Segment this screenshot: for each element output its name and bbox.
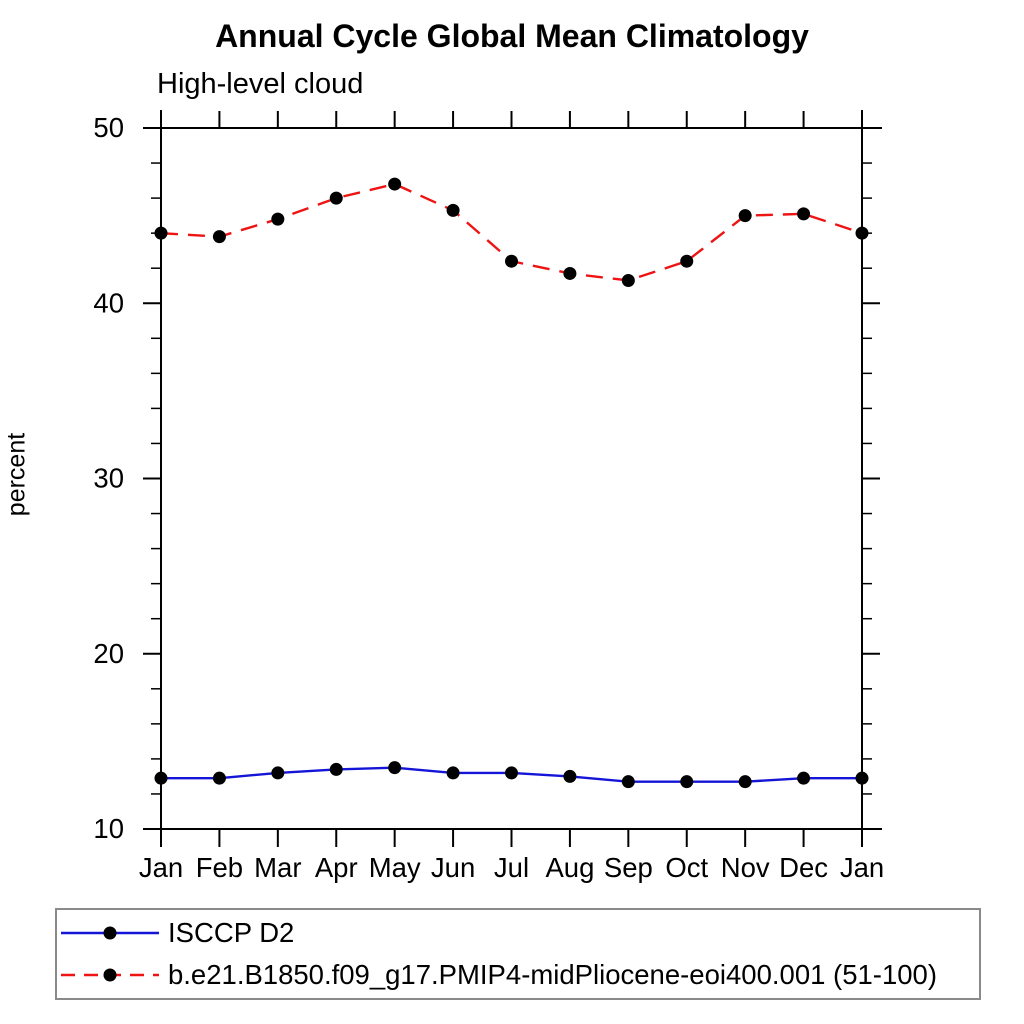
data-point — [797, 771, 811, 785]
legend-label-model: b.e21.B1850.f09_g17.PMIP4-midPliocene-eo… — [168, 959, 937, 990]
data-point — [446, 203, 460, 217]
data-point — [329, 762, 343, 776]
y-tick-label: 10 — [93, 813, 124, 844]
data-point — [388, 761, 402, 775]
x-tick-label: May — [369, 852, 421, 883]
data-point — [154, 771, 168, 785]
x-tick-label: Jan — [840, 852, 884, 883]
legend-box: ISCCP D2 b.e21.B1850.f09_g17.PMIP4-midPl… — [55, 908, 981, 1000]
data-point — [154, 226, 168, 240]
x-tick-label: Sep — [604, 852, 653, 883]
data-point — [212, 230, 226, 244]
series-1 — [154, 177, 869, 287]
chart-title: Annual Cycle Global Mean Climatology — [215, 18, 809, 54]
data-point — [855, 771, 869, 785]
legend-sample-line-solid — [61, 926, 159, 940]
y-tick-label: 40 — [93, 287, 124, 318]
data-point — [855, 226, 869, 240]
x-axis-labels: Jan Feb Mar Apr May Jun Jul Aug Sep Oct Nov Dec Jan — [139, 852, 884, 883]
axes-frame — [143, 110, 882, 847]
y-axis-ticks — [143, 127, 880, 830]
chart-subtitle: High-level cloud — [157, 68, 364, 100]
data-point — [563, 266, 577, 280]
x-tick-label: Mar — [254, 852, 301, 883]
series-0 — [154, 761, 869, 789]
legend-label-isccp: ISCCP D2 — [168, 917, 295, 948]
data-point — [621, 273, 635, 287]
y-tick-label: 50 — [93, 112, 124, 143]
data-point — [271, 766, 285, 780]
x-axis-ticks — [160, 111, 863, 847]
x-tick-label: Jan — [139, 852, 183, 883]
data-point — [797, 207, 811, 221]
data-point — [621, 775, 635, 789]
y-axis-labels: 10 20 30 40 50 — [93, 112, 124, 844]
x-tick-label: Apr — [315, 852, 358, 883]
data-point — [271, 212, 285, 226]
legend-sample-line-dashed — [61, 968, 159, 982]
data-point — [212, 771, 226, 785]
data-point — [329, 191, 343, 205]
data-point — [738, 775, 752, 789]
x-tick-label: Feb — [196, 852, 243, 883]
x-tick-label: Aug — [545, 852, 594, 883]
data-point — [563, 769, 577, 783]
x-tick-label: Oct — [665, 852, 708, 883]
x-tick-label: Nov — [721, 852, 770, 883]
data-point — [738, 209, 752, 223]
data-point — [505, 254, 518, 268]
data-point — [680, 775, 694, 789]
data-point — [388, 177, 402, 191]
y-tick-label: 20 — [93, 638, 124, 669]
data-point — [505, 766, 518, 780]
x-tick-label: Dec — [779, 852, 828, 883]
data-point — [680, 254, 694, 268]
x-tick-label: Jul — [494, 852, 529, 883]
data-point — [446, 766, 460, 780]
y-tick-label: 30 — [93, 463, 124, 494]
legend-row-isccp: ISCCP D2 — [57, 912, 979, 954]
x-tick-label: Jun — [431, 852, 475, 883]
legend-row-model: b.e21.B1850.f09_g17.PMIP4-midPliocene-eo… — [57, 954, 979, 996]
